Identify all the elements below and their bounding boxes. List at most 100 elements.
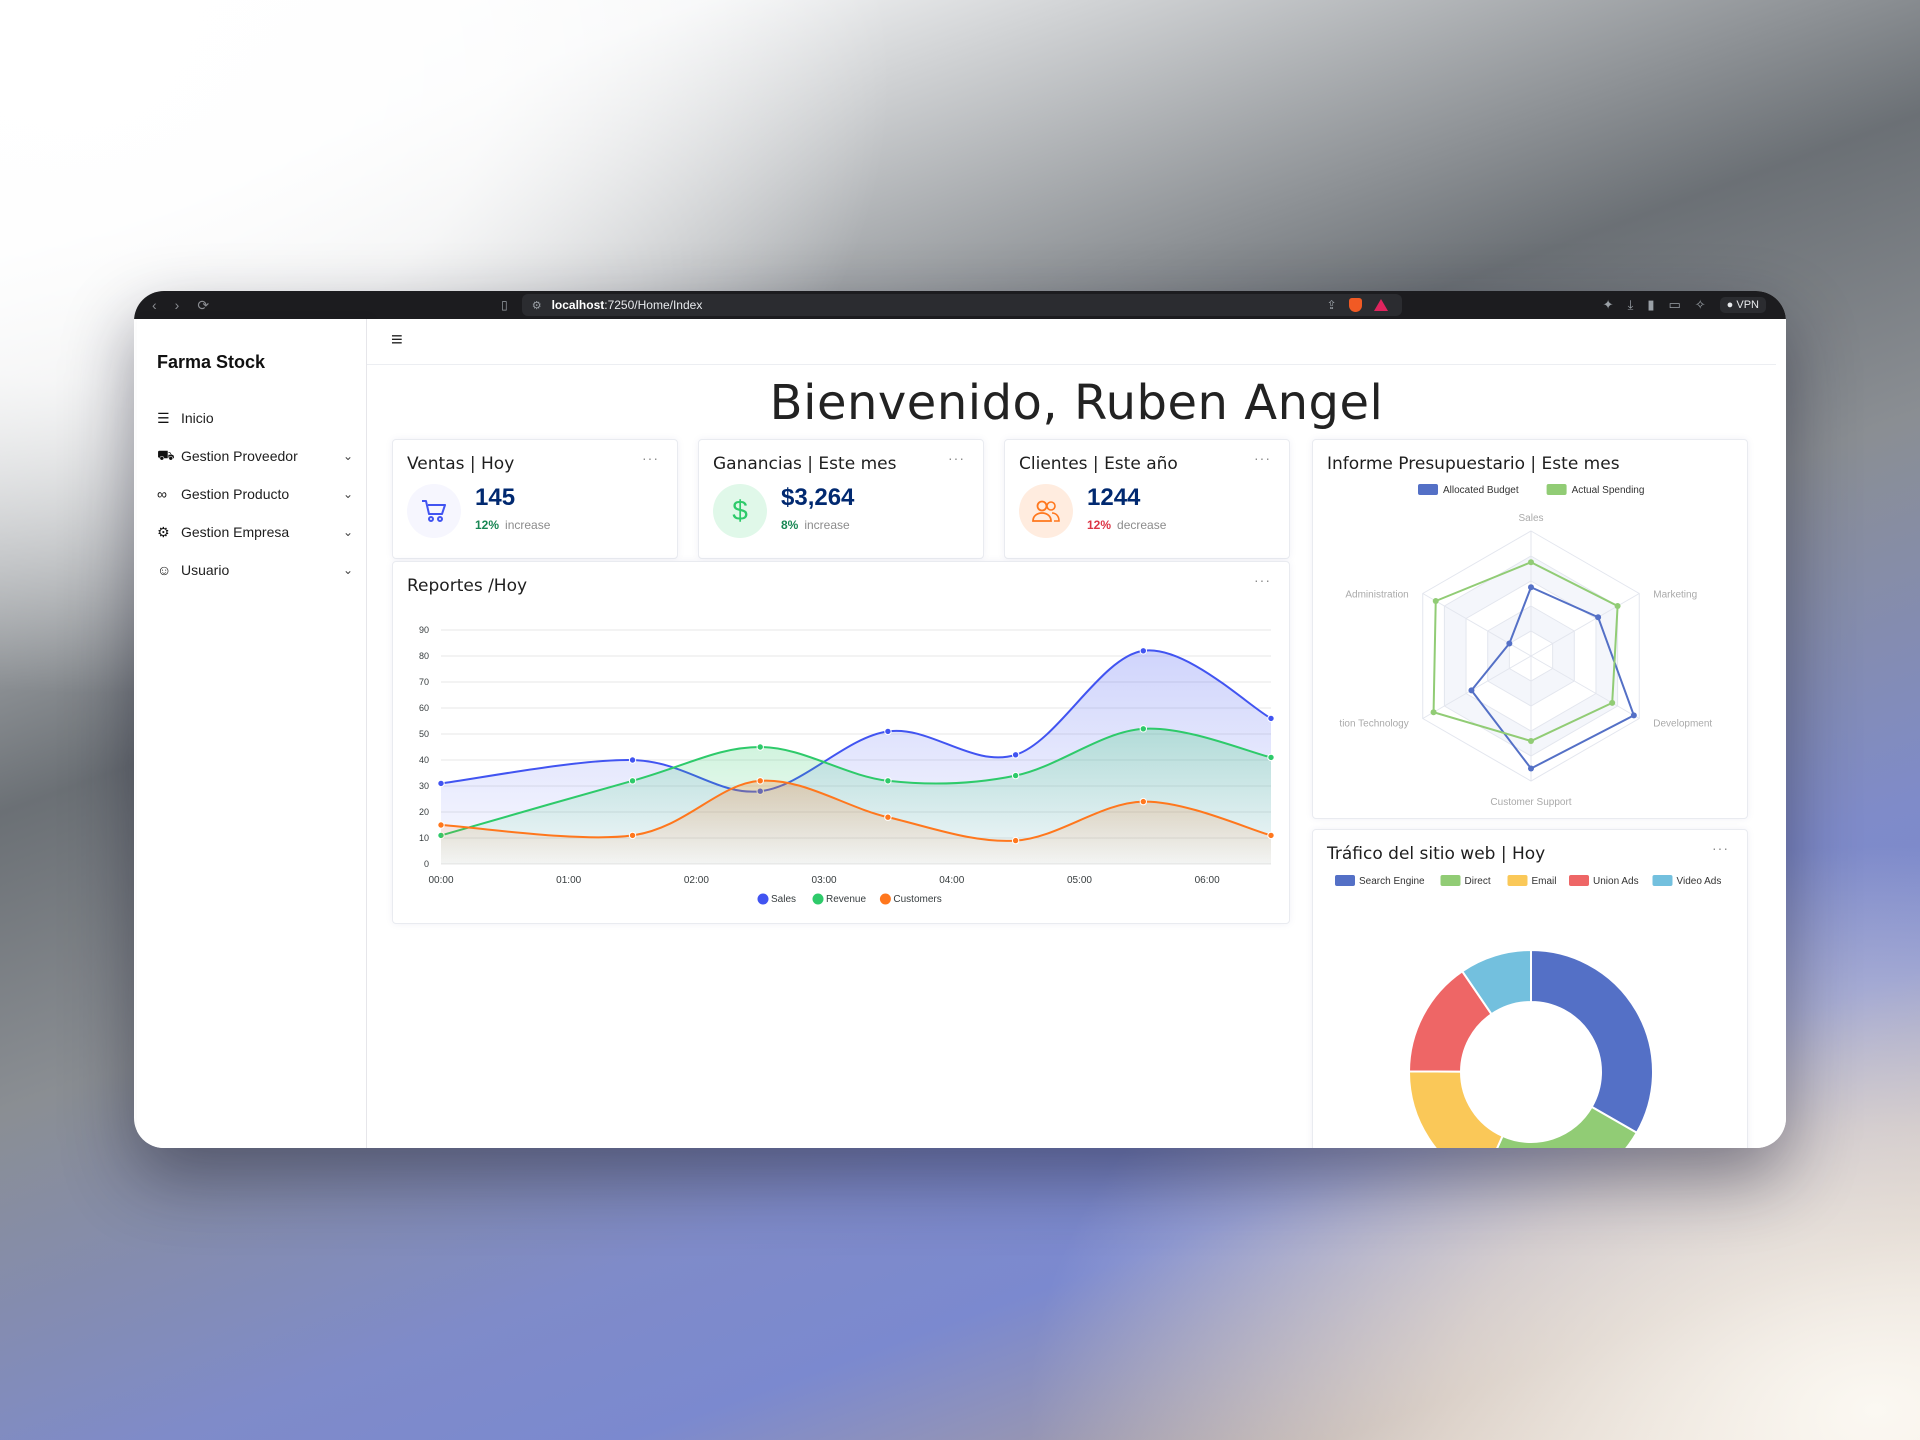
legend-label: Actual Spending	[1572, 485, 1645, 496]
y-tick-label: 70	[419, 677, 429, 687]
gear-icon: ⚙	[157, 523, 170, 540]
series-area-customers	[441, 780, 1271, 864]
stat-change: 12% decrease	[1087, 518, 1167, 532]
share-icon[interactable]: ⇪	[1326, 298, 1337, 312]
url-text[interactable]: localhost:7250/Home/Index	[551, 298, 703, 312]
legend-label: Allocated Budget	[1443, 485, 1519, 496]
clientes-card: Clientes | Este año ··· 1244 12% decrease	[1004, 439, 1290, 559]
site-settings-icon[interactable]: ⚙	[531, 299, 542, 312]
bookmark-icon[interactable]: ▯	[501, 298, 508, 312]
sidebar-toggle-icon[interactable]: ▮	[1647, 297, 1655, 312]
x-tick-label: 04:00	[939, 875, 964, 886]
chevron-down-icon: ⌄	[342, 525, 353, 539]
y-tick-label: 30	[419, 781, 429, 791]
sidebar-item-gestion-producto[interactable]: ∞ Gestion Producto ⌄	[157, 475, 353, 513]
x-tick-label: 00:00	[428, 875, 453, 886]
ventas-card: Ventas | Hoy ··· 145 12% increase	[392, 439, 678, 559]
trafico-card: Tráfico del sitio web | Hoy ··· Search E…	[1312, 829, 1748, 1148]
radar-point	[1614, 603, 1621, 609]
rewards-icon[interactable]	[1373, 299, 1388, 311]
sidebar-item-label: Usuario	[181, 562, 230, 578]
person-icon: ☺	[157, 562, 172, 578]
radar-indicator-label: Development	[1653, 719, 1712, 730]
legend-label: Search Engine	[1359, 876, 1425, 887]
forward-icon[interactable]: ›	[174, 296, 180, 313]
sidebar: Farma Stock ☰ Inicio ⛟ Gestion Proveedor…	[137, 319, 367, 1148]
radar-point	[1468, 687, 1475, 694]
stat-value: 1244	[1087, 484, 1141, 511]
brave-shield-icon[interactable]	[1348, 298, 1362, 312]
x-tick-label: 03:00	[812, 875, 837, 886]
sidebar-item-usuario[interactable]: ☺ Usuario ⌄	[157, 551, 353, 589]
radar-point	[1506, 640, 1513, 647]
dollar-icon: $	[713, 484, 767, 538]
radar-point	[1609, 699, 1616, 706]
more-options-icon[interactable]: ···	[948, 450, 965, 466]
y-tick-label: 60	[419, 703, 429, 713]
legend-marker	[1569, 875, 1589, 886]
radar-indicator-label: Marketing	[1653, 590, 1697, 601]
legend-marker	[879, 893, 891, 905]
y-tick-label: 0	[424, 859, 429, 869]
data-point	[1139, 647, 1148, 655]
page-title: Bienvenido, Ruben Angel	[769, 375, 1384, 431]
data-point	[884, 813, 892, 821]
y-tick-label: 10	[419, 833, 429, 843]
x-tick-label: 02:00	[684, 875, 709, 886]
stat-value: $3,264	[781, 484, 855, 511]
reportes-line-chart: 0 10 20 30 40 50 60 70 80 90 00:00 01:00 02:00 03:00 0…	[419, 625, 1275, 905]
traffic-donut-chart: Search Engine Direct Email Union Ads Video A…	[1335, 875, 1721, 1148]
leo-icon[interactable]: ✧	[1694, 297, 1706, 312]
app-window: ‹ › ⟳ ▯ ⚙ localhost:7250/Home/Index ⇪ ✦ …	[134, 291, 1786, 1148]
radar-indicator-label: Customer Support	[1490, 797, 1571, 808]
more-options-icon[interactable]: ···	[1254, 572, 1271, 588]
top-header: ≡	[367, 319, 1776, 365]
address-bar[interactable]: ⚙ localhost:7250/Home/Index ⇪	[521, 294, 1402, 316]
chevron-down-icon: ⌄	[342, 487, 353, 501]
download-icon[interactable]: ⤓	[1627, 297, 1634, 312]
browser-toolbar: ‹ › ⟳ ▯ ⚙ localhost:7250/Home/Index ⇪ ✦ …	[134, 291, 1786, 319]
radar-indicator-label: Administration	[1345, 590, 1408, 601]
radar-point	[1528, 584, 1534, 591]
sidebar-item-inicio[interactable]: ☰ Inicio	[157, 399, 353, 437]
sidebar-item-label: Gestion Proveedor	[181, 448, 298, 464]
card-title: Informe Presupuestario | Este mes	[1327, 454, 1620, 474]
budget-radar-chart: Sales Marketing Development Customer Suppor…	[1339, 484, 1712, 808]
donut-slice-search-engine	[1530, 948, 1654, 1135]
people-icon	[1019, 484, 1073, 538]
data-point	[628, 831, 637, 840]
data-point	[628, 777, 637, 785]
sidebar-item-gestion-proveedor[interactable]: ⛟ Gestion Proveedor ⌄	[157, 437, 353, 475]
radar-axis	[1422, 593, 1532, 657]
y-tick-label: 40	[419, 755, 429, 765]
wallet-icon[interactable]: ▭	[1668, 297, 1681, 312]
data-point	[1011, 836, 1020, 845]
legend-marker	[1440, 875, 1461, 886]
reload-icon[interactable]: ⟳	[197, 296, 210, 313]
hamburger-menu-icon[interactable]: ≡	[391, 329, 403, 351]
card-title: Ganancias | Este mes	[713, 454, 897, 474]
more-options-icon[interactable]: ···	[1712, 840, 1729, 856]
brand-logo[interactable]: Farma Stock	[157, 352, 266, 372]
card-title: Clientes | Este año	[1019, 454, 1178, 474]
legend-marker	[1507, 875, 1528, 886]
data-point	[1267, 714, 1275, 723]
radar-point	[1528, 765, 1534, 772]
more-options-icon[interactable]: ···	[642, 450, 659, 466]
sidebar-item-gestion-empresa[interactable]: ⚙ Gestion Empresa ⌄	[157, 513, 353, 551]
stat-change: 12% increase	[475, 518, 551, 532]
radar-axis	[1530, 655, 1640, 719]
data-point	[884, 727, 892, 736]
data-point	[1011, 771, 1020, 780]
data-point	[437, 779, 445, 788]
reportes-card: Reportes /Hoy ··· 0 10 20 30 40 50 60 70 80 90 00:…	[392, 561, 1290, 924]
ganancias-card: Ganancias | Este mes ··· $ $3,264 8% incr…	[698, 439, 984, 559]
more-options-icon[interactable]: ···	[1254, 450, 1271, 466]
card-title: Tráfico del sitio web | Hoy	[1327, 844, 1546, 864]
data-point	[1011, 751, 1020, 759]
x-tick-label: 05:00	[1067, 875, 1092, 886]
vpn-button[interactable]: ● VPN	[1719, 297, 1766, 313]
list-icon: ☰	[157, 409, 170, 426]
back-icon[interactable]: ‹	[152, 296, 157, 313]
extensions-icon[interactable]: ✦	[1602, 297, 1614, 312]
